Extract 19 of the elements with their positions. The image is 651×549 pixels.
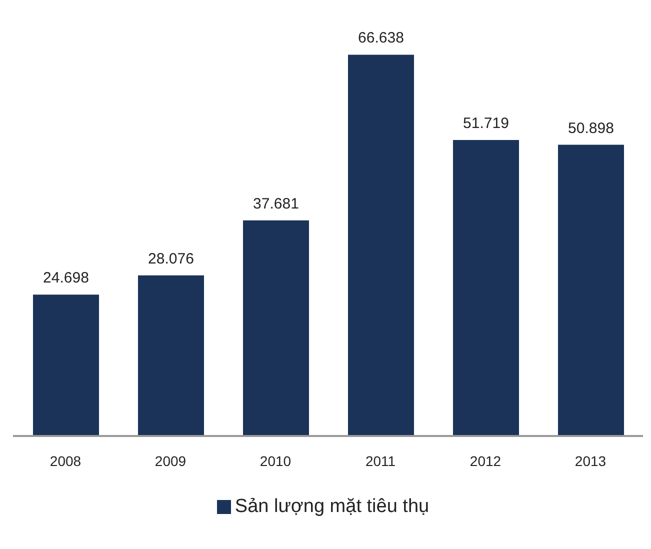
bar [453, 140, 519, 436]
x-tick-label: 2011 [365, 452, 396, 469]
bar [558, 144, 624, 436]
data-label: 28.076 [148, 250, 194, 268]
data-label: 24.698 [43, 270, 89, 287]
bar [348, 54, 414, 436]
data-label: 37.681 [253, 195, 299, 212]
x-tick-label: 2009 [154, 452, 186, 469]
data-label: 66.638 [358, 30, 404, 47]
x-tick-label: 2008 [50, 452, 82, 469]
x-tick-label: 2013 [574, 452, 606, 469]
data-label: 51.719 [463, 115, 509, 132]
legend-label: Sản lượng mặt tiêu thụ [234, 496, 430, 517]
x-tick-label: 2010 [260, 452, 292, 469]
data-label: 50.898 [568, 120, 614, 137]
bar [33, 294, 99, 436]
bar [243, 220, 309, 436]
bar [138, 275, 204, 436]
x-tick-label: 2012 [470, 452, 502, 469]
